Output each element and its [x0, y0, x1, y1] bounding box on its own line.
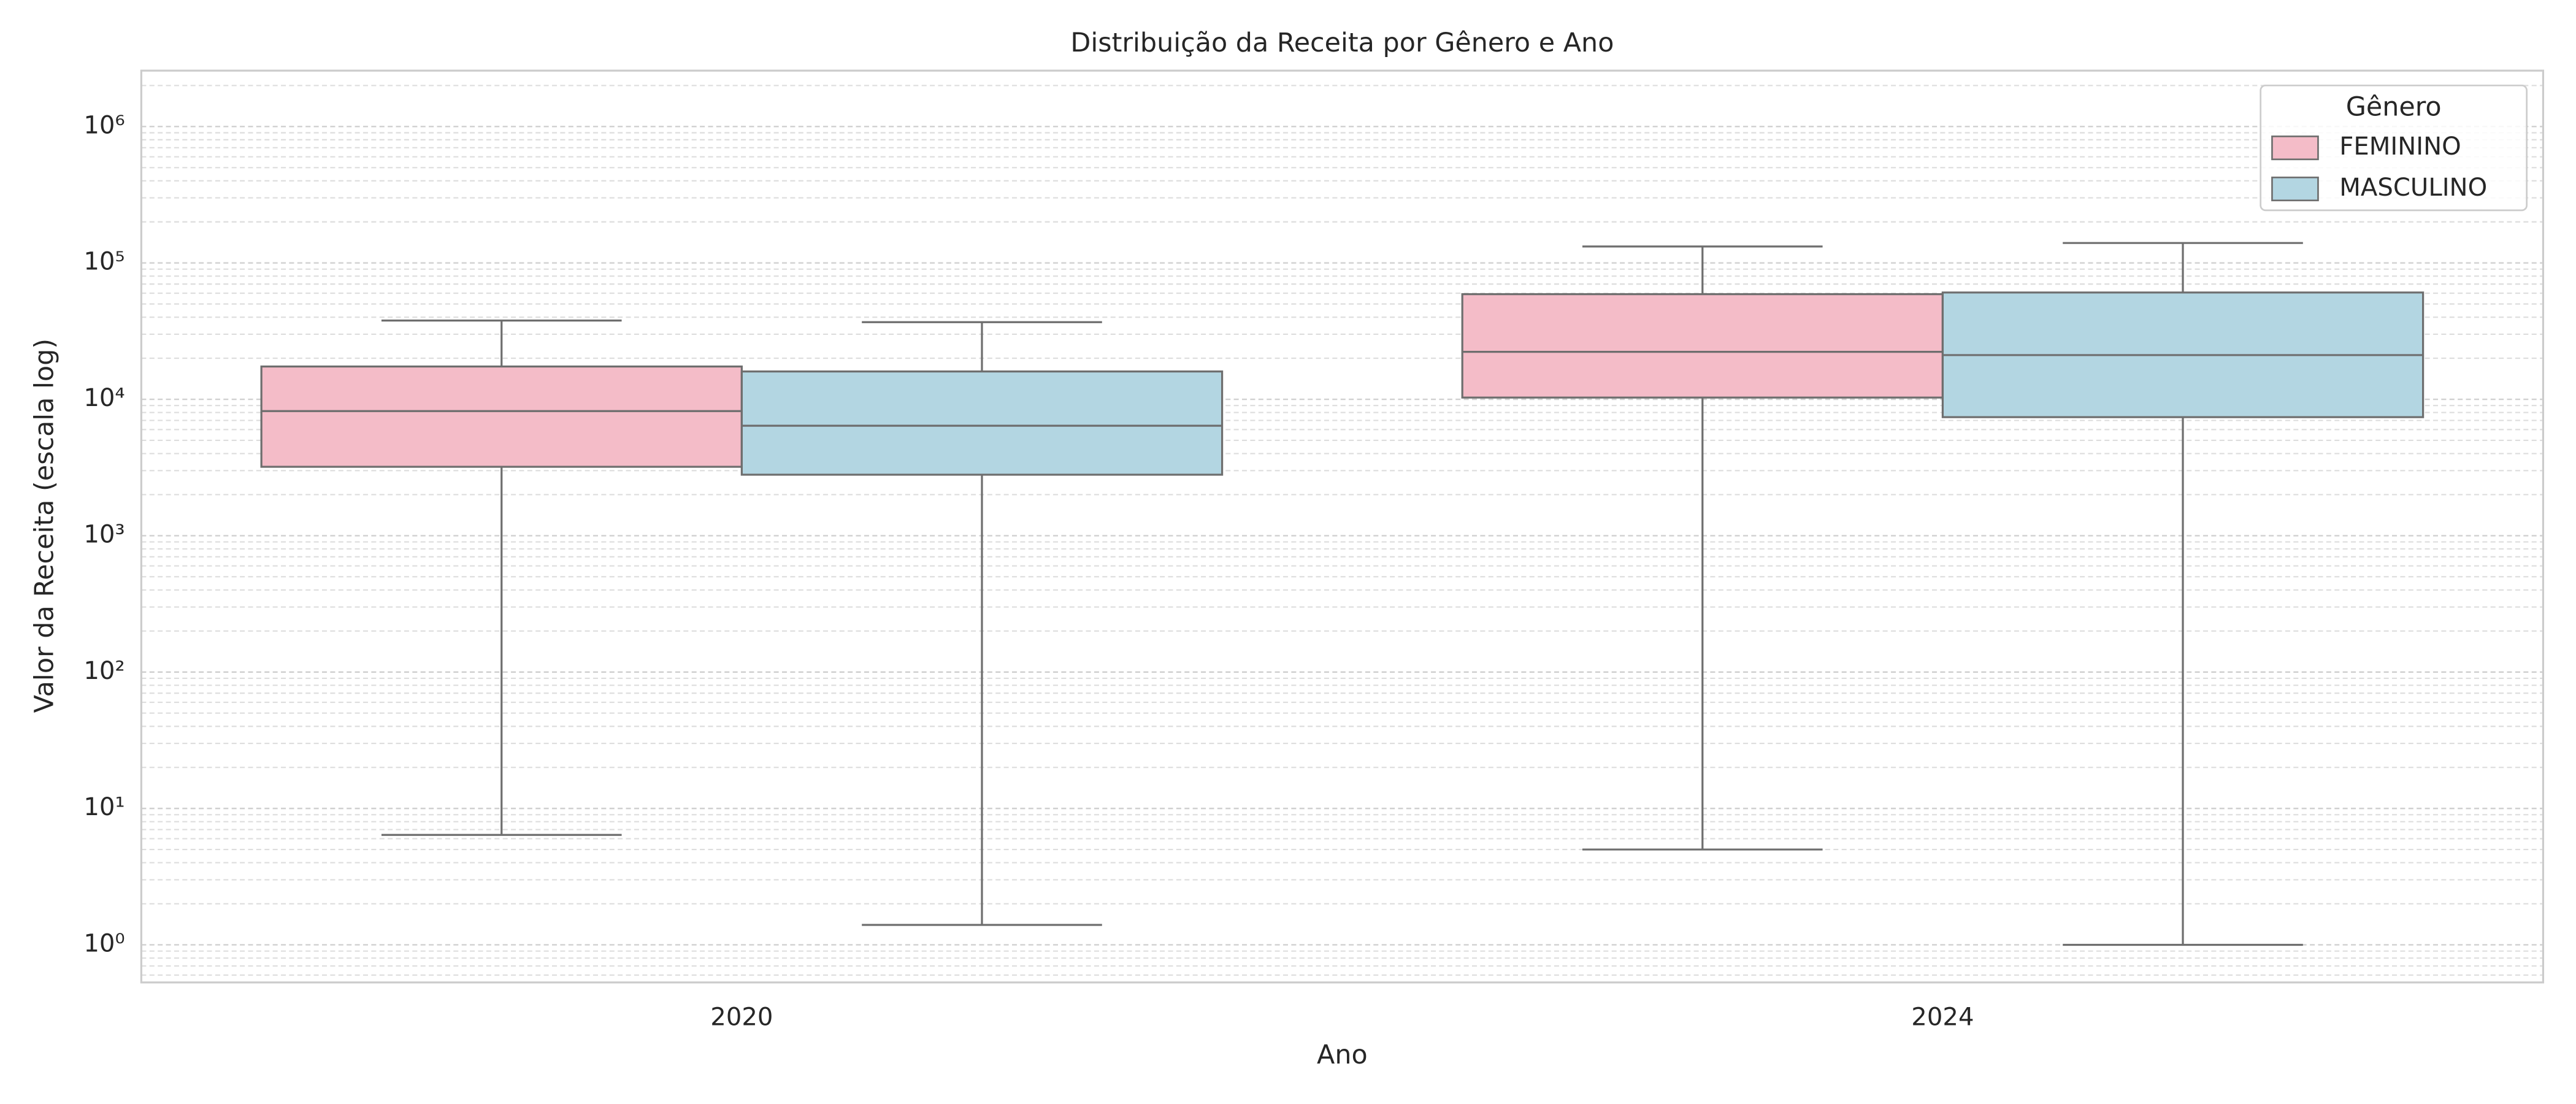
- legend-swatch: [2271, 135, 2319, 161]
- legend-title: Gênero: [2346, 91, 2442, 122]
- legend-label: FEMININO: [2339, 132, 2461, 161]
- legend: Gênero FEMININO MASCULINO: [2260, 84, 2528, 212]
- y-axis-label: Valor da Receita (escala log): [29, 339, 60, 713]
- box: [1461, 293, 1944, 399]
- y-tick-label: 10⁴: [83, 384, 125, 412]
- legend-label: MASCULINO: [2339, 174, 2487, 202]
- chart-title: Distribuição da Receita por Gênero e Ano: [1070, 28, 1614, 58]
- marks: [260, 242, 2425, 946]
- x-axis-label: Ano: [1317, 1040, 1368, 1070]
- y-tick-label: 10⁰: [83, 929, 125, 957]
- y-tick-label: 10⁶: [83, 111, 125, 139]
- y-tick-label: 10²: [83, 657, 125, 685]
- legend-swatch: [2271, 176, 2319, 202]
- plot-frame: [140, 69, 2545, 984]
- y-tick-label: 10³: [83, 520, 125, 548]
- x-tick-label: 2024: [1911, 1003, 1974, 1032]
- legend-frame: [2260, 84, 2528, 212]
- x-tick-label: 2020: [710, 1003, 773, 1032]
- box: [740, 370, 1224, 476]
- y-tick-label: 10¹: [83, 793, 125, 821]
- y-tick-label: 10⁵: [83, 248, 125, 276]
- grid: 10⁰ 10¹ 10² 10³ 10⁴ 10⁵ 10⁶ 2020 2024: [83, 85, 2543, 1032]
- box: [260, 365, 743, 468]
